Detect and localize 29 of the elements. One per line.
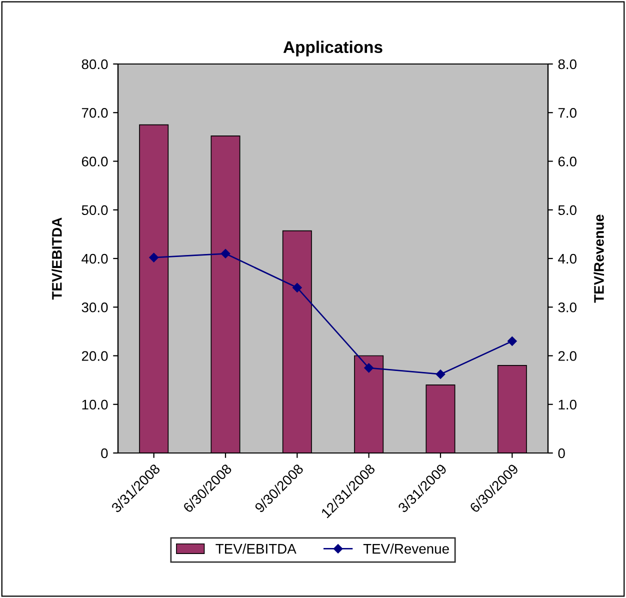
point <box>292 283 302 292</box>
point <box>220 249 230 258</box>
y-tick-label: 20.0 <box>82 351 108 361</box>
y-tick-label: 50.0 <box>82 205 108 216</box>
point <box>364 363 374 373</box>
y-tick-label: 70.0 <box>82 108 108 118</box>
y2-axis-title: TEV/Revenue <box>594 214 604 303</box>
y2-tick-label: 2.0 <box>558 351 576 361</box>
y-tick-label: 0 <box>101 448 108 458</box>
legend-label: TEV/EBITDA <box>216 544 296 554</box>
y-tick-label: 10.0 <box>82 400 108 410</box>
point <box>436 370 446 379</box>
y2-tick-label: 1.0 <box>558 400 576 410</box>
legend-label: TEV/Revenue <box>363 544 449 554</box>
y2-tick-label: 6.0 <box>558 156 576 166</box>
y2-tick-label: 4.0 <box>558 254 576 264</box>
y-axis-title: TEV/EBITDA <box>52 218 62 300</box>
y-tick-label: 60.0 <box>82 156 108 166</box>
point <box>149 252 158 262</box>
y2-tick-label: 3.0 <box>558 302 576 312</box>
y2-tick-label: 5.0 <box>558 205 576 216</box>
y2-tick-label: 8.0 <box>558 59 576 70</box>
y-tick-label: 30.0 <box>82 302 108 312</box>
y2-tick-label: 0 <box>558 448 565 458</box>
y-tick-label: 80.0 <box>82 59 108 70</box>
point <box>508 336 517 346</box>
y2-tick-label: 7.0 <box>558 108 576 118</box>
y-tick-label: 40.0 <box>82 254 108 264</box>
chart-title: Applications <box>283 40 382 56</box>
